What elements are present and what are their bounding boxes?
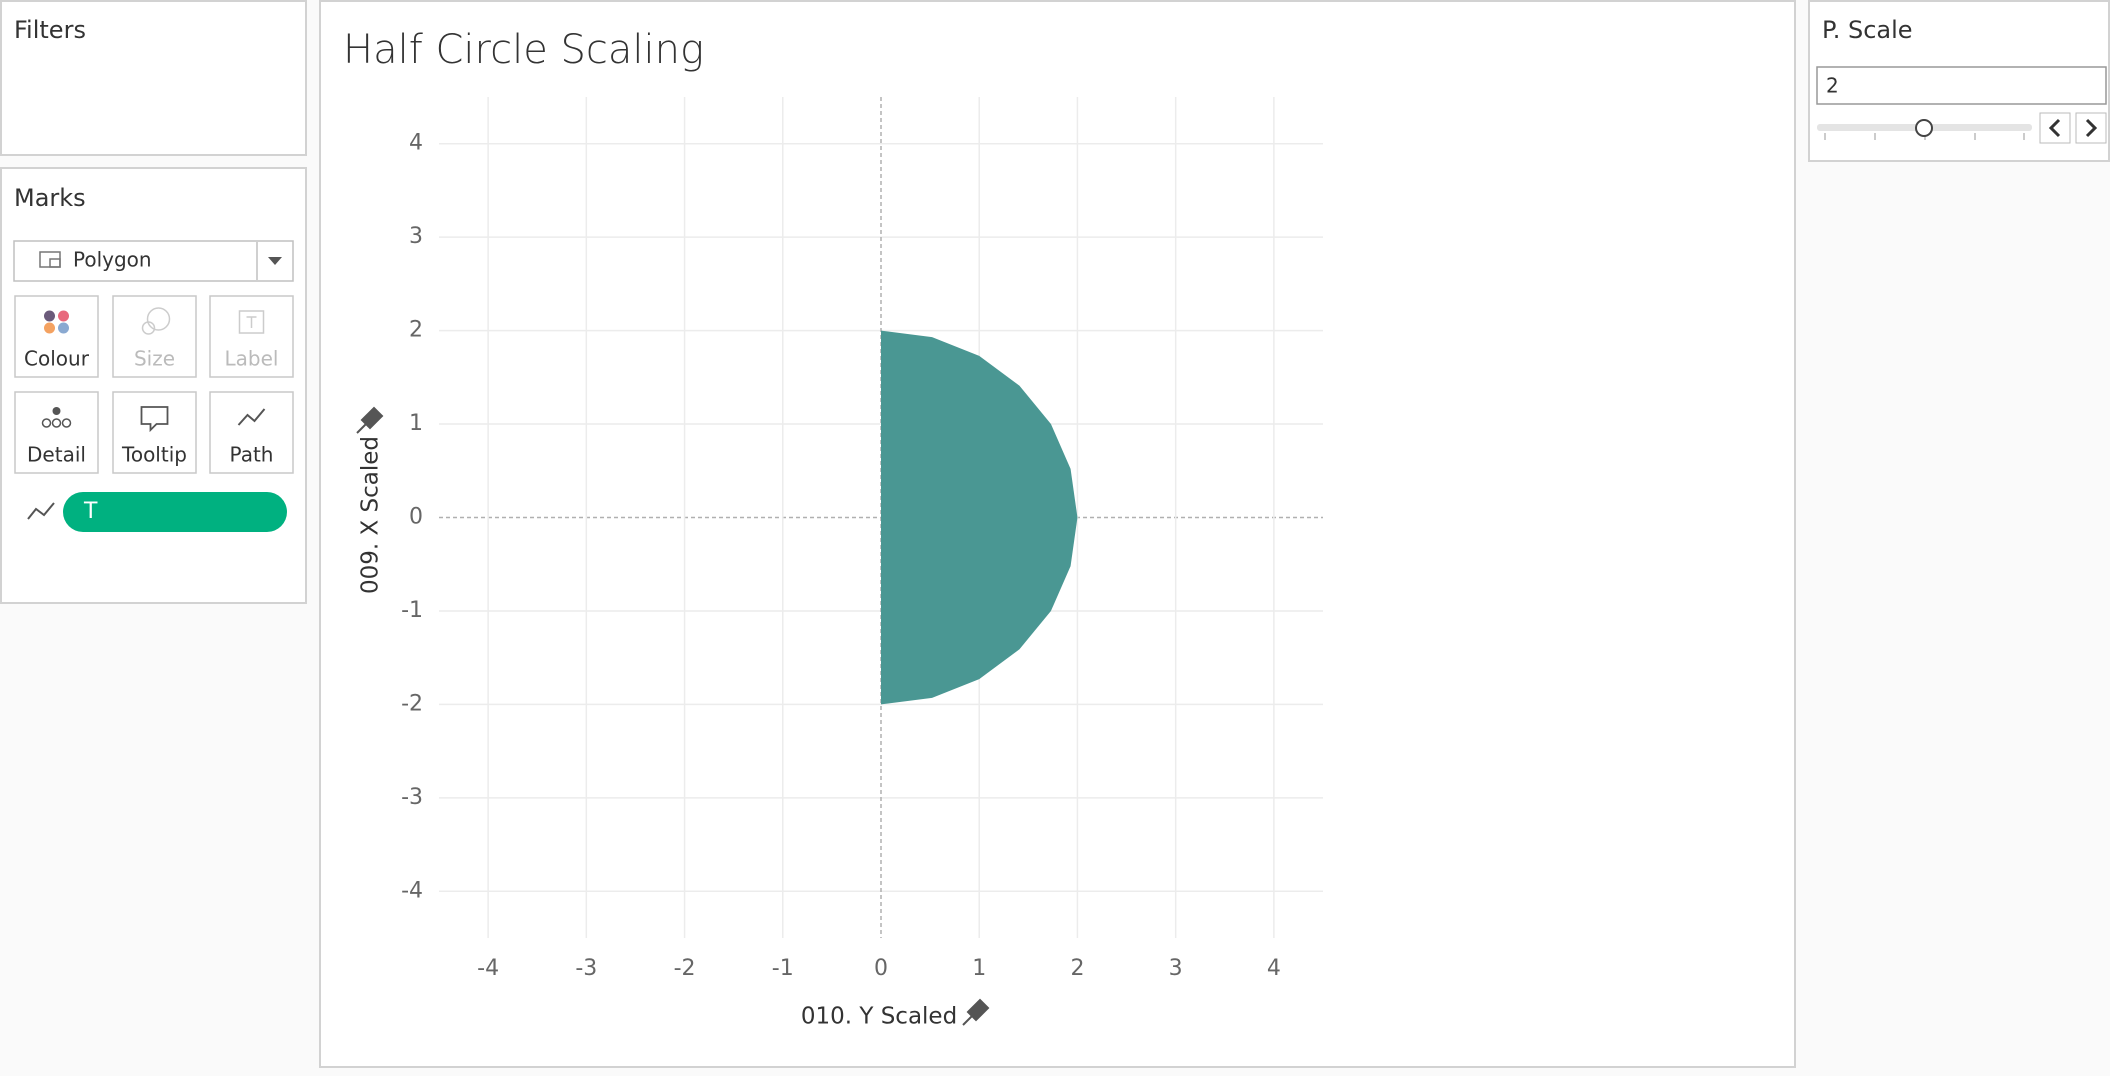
y-tick-label: 0	[409, 505, 423, 530]
mark-type-dropdown[interactable]	[13, 240, 294, 282]
colour-icon-dot	[44, 310, 55, 322]
mark-type: Polygon	[73, 248, 152, 272]
x-axis-title: 010. Y Scaled	[801, 1004, 957, 1030]
x-tick-label: -1	[772, 956, 794, 981]
next-arrow	[2085, 118, 2098, 138]
y-tick-label: 2	[409, 318, 423, 343]
slider-thumb[interactable]	[1915, 119, 1933, 137]
label-icon-t	[246, 316, 257, 328]
previous-arrow	[2048, 118, 2061, 138]
path-icon	[27, 502, 55, 520]
marks-panel	[0, 167, 307, 604]
previous-button[interactable]	[2039, 112, 2071, 144]
mark-card-label: Colour	[24, 347, 90, 371]
x-tick-label: -2	[674, 956, 696, 981]
chart-title: Half Circle Scaling	[343, 27, 704, 73]
x-tick-label: 1	[972, 956, 986, 981]
colour-icon-dot	[58, 322, 69, 334]
path-icon	[237, 408, 266, 426]
mark-card	[209, 295, 294, 378]
next-button[interactable]	[2075, 112, 2107, 144]
y-tick-label: 4	[409, 131, 423, 156]
mark-card[interactable]	[112, 391, 197, 474]
x-tick-label: 2	[1070, 956, 1084, 981]
mark-card[interactable]	[209, 391, 294, 474]
mark-card-label: Size	[134, 347, 175, 371]
detail-icon-dot	[61, 418, 72, 428]
y-tick-label: -4	[401, 878, 423, 903]
parameter-value: 2	[1826, 74, 1839, 98]
mark-card-label: Label	[225, 347, 279, 371]
x-axis-pin	[962, 998, 990, 1026]
y-axis-title: 009. X Scaled	[358, 436, 384, 594]
filters-title: Filters	[14, 16, 86, 44]
y-tick-label: 1	[409, 411, 423, 436]
y-tick-label: 3	[409, 224, 423, 249]
polygon-icon-inner	[49, 258, 61, 268]
x-tick-label: 3	[1169, 956, 1183, 981]
mark-card-label: Path	[230, 443, 274, 467]
x-tick-label: -3	[575, 956, 597, 981]
detail-icon-dot	[41, 418, 52, 428]
size-icon	[146, 307, 171, 331]
y-tick-label: -2	[401, 691, 423, 716]
x-tick-label: 4	[1267, 956, 1281, 981]
y-tick-label: -3	[401, 785, 423, 810]
mark-card-label: Detail	[27, 443, 86, 467]
y-axis-pin	[356, 406, 384, 434]
mark-card[interactable]	[14, 391, 99, 474]
detail-icon-dot	[52, 407, 61, 415]
polygon-mark	[881, 330, 1078, 705]
filters-panel	[0, 0, 307, 156]
size-icon	[141, 321, 156, 335]
colour-icon-dot	[58, 310, 69, 322]
dropdown-arrow[interactable]	[268, 257, 282, 265]
colour-icon-dot	[44, 322, 55, 334]
x-tick-label: 0	[874, 956, 888, 981]
mark-card-label: Tooltip	[121, 443, 187, 467]
x-tick-label: -4	[477, 956, 499, 981]
path-pill[interactable]	[63, 492, 287, 532]
pill-label: T	[83, 499, 98, 524]
parameter-input[interactable]	[1816, 66, 2107, 105]
parameter-title: P. Scale	[1822, 16, 1913, 44]
detail-icon-dot	[51, 418, 62, 428]
tooltip-icon	[140, 406, 169, 433]
mark-card[interactable]	[14, 295, 99, 378]
y-tick-label: -1	[401, 598, 423, 623]
label-icon	[238, 310, 265, 334]
marks-title: Marks	[14, 184, 86, 212]
